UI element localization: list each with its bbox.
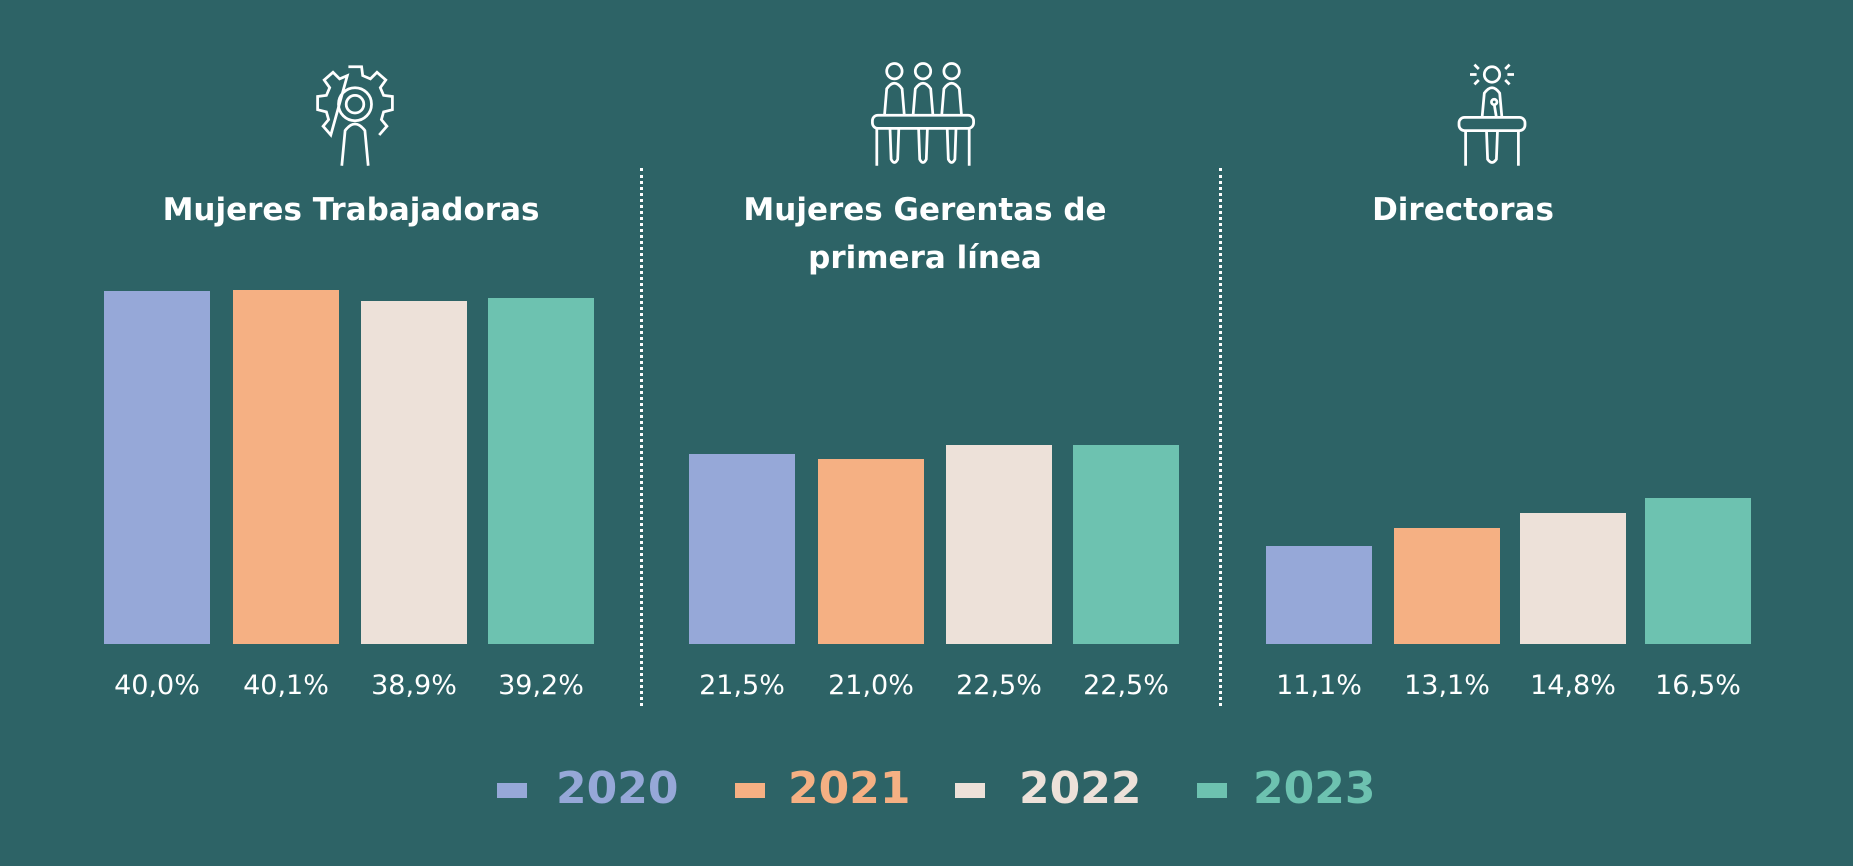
legend-label-2021: 2021 — [788, 763, 911, 814]
value-label: 21,0% — [828, 670, 914, 701]
bar-2022 — [946, 445, 1052, 644]
legend-swatch-2022 — [955, 783, 985, 798]
legend-swatch-2020 — [497, 783, 527, 798]
legend-label-2020: 2020 — [556, 763, 679, 814]
people-at-table-icon — [871, 62, 975, 166]
divider — [640, 168, 643, 706]
value-label: 40,0% — [114, 670, 200, 701]
speaker-at-podium-icon — [1457, 63, 1527, 166]
value-label: 11,1% — [1276, 670, 1362, 701]
bar-2023 — [1073, 445, 1179, 644]
value-label: 21,5% — [699, 670, 785, 701]
value-label: 16,5% — [1655, 670, 1741, 701]
value-label: 39,2% — [498, 670, 584, 701]
bar-2020 — [689, 454, 795, 644]
bar-2023 — [488, 298, 594, 644]
value-label: 22,5% — [956, 670, 1042, 701]
bar-2023 — [1645, 498, 1751, 644]
group-title: Directoras — [1372, 192, 1554, 228]
value-label: 13,1% — [1404, 670, 1490, 701]
legend-label-2023: 2023 — [1253, 763, 1376, 814]
bar-2022 — [361, 300, 467, 644]
bar-2020 — [104, 291, 210, 644]
value-label: 40,1% — [243, 670, 329, 701]
legend-swatch-2021 — [735, 783, 765, 798]
divider — [1219, 168, 1222, 706]
bar-2021 — [233, 290, 339, 644]
bar-2020 — [1266, 546, 1372, 644]
gear-person-icon — [316, 65, 394, 166]
group-title: primera línea — [808, 240, 1042, 276]
legend-swatch-2023 — [1197, 783, 1227, 798]
value-label: 38,9% — [371, 670, 457, 701]
bar-2021 — [1394, 528, 1500, 644]
bar-2022 — [1520, 513, 1626, 644]
bar-2021 — [818, 458, 924, 644]
value-label: 22,5% — [1083, 670, 1169, 701]
group-title: Mujeres Gerentas de — [743, 192, 1107, 228]
value-label: 14,8% — [1530, 670, 1616, 701]
group-title: Mujeres Trabajadoras — [162, 192, 540, 228]
legend-label-2022: 2022 — [1019, 763, 1142, 814]
